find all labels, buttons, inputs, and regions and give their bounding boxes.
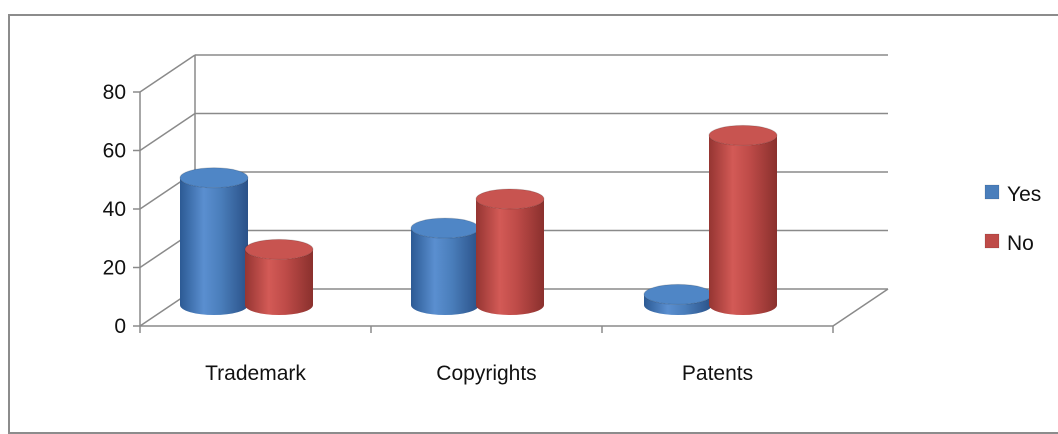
bar-body xyxy=(180,178,248,315)
bar-yes-patents xyxy=(644,284,712,315)
gridline-side xyxy=(140,114,195,151)
bar-top xyxy=(476,189,544,209)
y-tick-label: 80 xyxy=(103,81,126,104)
bar-top xyxy=(245,239,313,259)
bar-yes-copyrights xyxy=(411,218,479,315)
y-tick-label: 20 xyxy=(103,257,126,280)
gridline-side xyxy=(140,55,195,92)
bar-no-patents xyxy=(709,125,777,315)
bars xyxy=(180,125,777,315)
category-label: Copyrights xyxy=(436,362,536,385)
category-label: Patents xyxy=(682,362,753,385)
bar-body xyxy=(476,199,544,315)
bar-body xyxy=(411,228,479,315)
y-tick-label: 60 xyxy=(103,140,126,163)
bar-top xyxy=(180,168,248,188)
legend-swatch-no xyxy=(985,234,999,248)
bar-top xyxy=(709,125,777,145)
y-tick-label: 40 xyxy=(103,198,126,221)
legend-label-no: No xyxy=(1007,232,1034,255)
bar-top xyxy=(644,284,712,304)
category-label: Trademark xyxy=(205,362,306,385)
y-tick-label: 0 xyxy=(114,315,126,338)
bar-top xyxy=(411,218,479,238)
bar-chart: 0 20 40 60 80 Trademark Copyrights Patents Yes N… xyxy=(0,0,1058,413)
floor-right-edge xyxy=(833,289,888,326)
bar-no-copyrights xyxy=(476,189,544,315)
bar-body xyxy=(709,135,777,315)
bar-no-trademark xyxy=(245,239,313,315)
legend: Yes No xyxy=(985,183,1041,255)
legend-label-yes: Yes xyxy=(1007,183,1041,206)
legend-swatch-yes xyxy=(985,185,999,199)
bar-yes-trademark xyxy=(180,168,248,315)
